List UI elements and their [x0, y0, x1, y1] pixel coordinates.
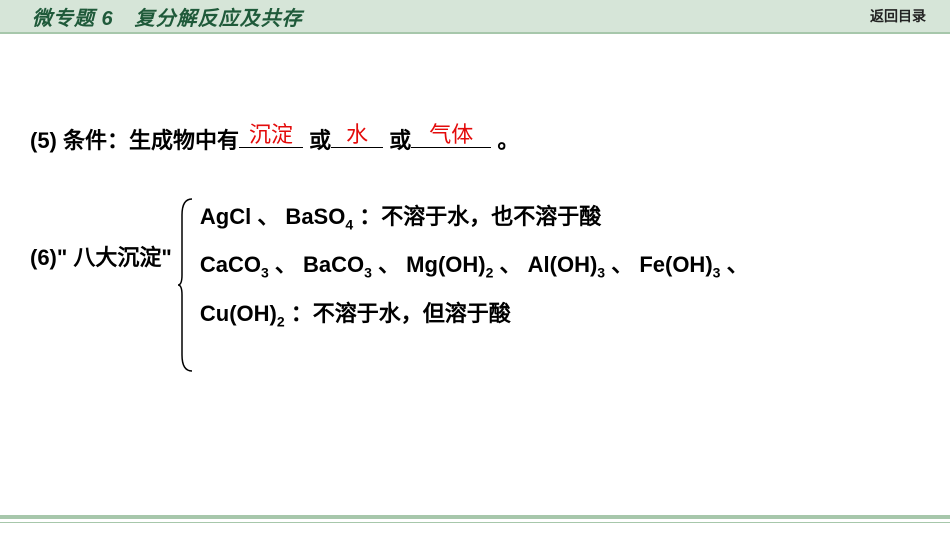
fill-1: 沉淀 — [239, 118, 303, 151]
point5-mid1: 或 — [303, 128, 331, 153]
blank-2: 水 — [331, 124, 383, 148]
left-bracket-icon — [178, 195, 196, 375]
point6-label: (6)" 八大沉淀" — [30, 241, 172, 274]
point5-mid2: 或 — [383, 128, 411, 153]
slide-content: (5) 条件：生成物中有沉淀 或水 或气体 。 (6)" 八大沉淀" AgCl … — [0, 34, 950, 375]
fill-2: 水 — [331, 118, 383, 151]
point6-line2: CaCO3 、 BaCO3 、 Mg(OH)2 、 Al(OH)3 、 Fe(O… — [200, 241, 760, 338]
blank-3: 气体 — [411, 124, 491, 148]
slide-header: 微专题 6 复分解反应及共存 返回目录 — [0, 0, 950, 32]
point-5: (5) 条件：生成物中有沉淀 或水 或气体 。 — [30, 124, 920, 157]
point-6: (6)" 八大沉淀" AgCl 、 BaSO4 ：不溶于水，也不溶于酸 CaCO… — [30, 193, 920, 375]
fill-3: 气体 — [411, 118, 491, 151]
point5-suffix: 。 — [491, 128, 519, 153]
point6-line1: AgCl 、 BaSO4 ：不溶于水，也不溶于酸 — [200, 193, 760, 241]
header-title: 微专题 6 复分解反应及共存 — [32, 2, 303, 31]
blank-1: 沉淀 — [239, 124, 303, 148]
return-link[interactable]: 返回目录 — [870, 6, 926, 26]
point6-block: AgCl 、 BaSO4 ：不溶于水，也不溶于酸 CaCO3 、 BaCO3 、… — [200, 193, 760, 338]
footer-rule — [0, 515, 950, 519]
footer-rule-thin — [0, 522, 950, 523]
point5-prefix: (5) 条件：生成物中有 — [30, 128, 239, 153]
